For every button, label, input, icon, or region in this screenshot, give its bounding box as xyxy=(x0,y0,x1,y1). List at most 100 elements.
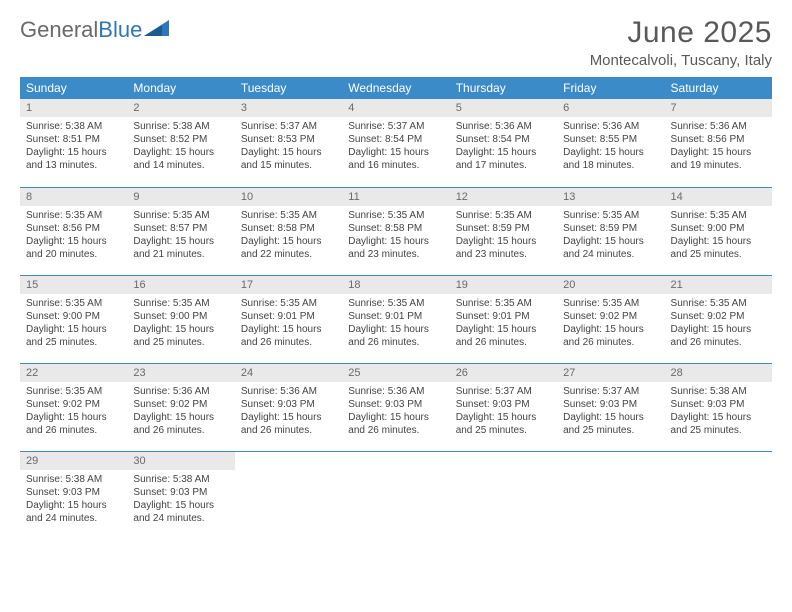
calendar-cell: 4Sunrise: 5:37 AMSunset: 8:54 PMDaylight… xyxy=(342,99,449,187)
calendar-week-row: 15Sunrise: 5:35 AMSunset: 9:00 PMDayligh… xyxy=(20,275,772,363)
day-number: 25 xyxy=(342,364,449,382)
day-number: 15 xyxy=(20,276,127,294)
sunrise-line: Sunrise: 5:38 AM xyxy=(671,385,766,398)
day-number: 13 xyxy=(557,188,664,206)
sunrise-line: Sunrise: 5:36 AM xyxy=(241,385,336,398)
calendar-cell: 2Sunrise: 5:38 AMSunset: 8:52 PMDaylight… xyxy=(127,99,234,187)
day-details: Sunrise: 5:35 AMSunset: 9:02 PMDaylight:… xyxy=(665,294,772,353)
sunset-line: Sunset: 9:03 PM xyxy=(26,486,121,499)
daylight-line: Daylight: 15 hours and 25 minutes. xyxy=(671,411,766,437)
day-number: 20 xyxy=(557,276,664,294)
day-number: 12 xyxy=(450,188,557,206)
sunset-line: Sunset: 8:55 PM xyxy=(563,133,658,146)
calendar-cell: 5Sunrise: 5:36 AMSunset: 8:54 PMDaylight… xyxy=(450,99,557,187)
day-number: 10 xyxy=(235,188,342,206)
day-details: Sunrise: 5:36 AMSunset: 8:54 PMDaylight:… xyxy=(450,117,557,176)
daylight-line: Daylight: 15 hours and 24 minutes. xyxy=(563,235,658,261)
title-block: June 2025 Montecalvoli, Tuscany, Italy xyxy=(590,16,772,69)
calendar-cell xyxy=(665,451,772,539)
weekday-header: Thursday xyxy=(450,77,557,99)
sunset-line: Sunset: 8:56 PM xyxy=(26,222,121,235)
day-details: Sunrise: 5:36 AMSunset: 8:56 PMDaylight:… xyxy=(665,117,772,176)
calendar-cell: 11Sunrise: 5:35 AMSunset: 8:58 PMDayligh… xyxy=(342,187,449,275)
brand-logo: GeneralBlue xyxy=(20,16,170,43)
calendar-cell: 21Sunrise: 5:35 AMSunset: 9:02 PMDayligh… xyxy=(665,275,772,363)
sunrise-line: Sunrise: 5:35 AM xyxy=(26,385,121,398)
day-details: Sunrise: 5:35 AMSunset: 9:01 PMDaylight:… xyxy=(235,294,342,353)
daylight-line: Daylight: 15 hours and 23 minutes. xyxy=(348,235,443,261)
day-details: Sunrise: 5:35 AMSunset: 8:58 PMDaylight:… xyxy=(342,206,449,265)
daylight-line: Daylight: 15 hours and 18 minutes. xyxy=(563,146,658,172)
sunrise-line: Sunrise: 5:36 AM xyxy=(671,120,766,133)
day-number: 1 xyxy=(20,99,127,117)
sunset-line: Sunset: 9:00 PM xyxy=(133,310,228,323)
daylight-line: Daylight: 15 hours and 21 minutes. xyxy=(133,235,228,261)
day-number: 24 xyxy=(235,364,342,382)
calendar-cell: 13Sunrise: 5:35 AMSunset: 8:59 PMDayligh… xyxy=(557,187,664,275)
sunrise-line: Sunrise: 5:38 AM xyxy=(133,473,228,486)
day-number: 9 xyxy=(127,188,234,206)
sunset-line: Sunset: 9:02 PM xyxy=(671,310,766,323)
day-number: 21 xyxy=(665,276,772,294)
day-details: Sunrise: 5:35 AMSunset: 9:01 PMDaylight:… xyxy=(342,294,449,353)
sunset-line: Sunset: 9:03 PM xyxy=(348,398,443,411)
day-number: 30 xyxy=(127,452,234,470)
sunrise-line: Sunrise: 5:35 AM xyxy=(456,209,551,222)
calendar-cell xyxy=(450,451,557,539)
sunset-line: Sunset: 9:03 PM xyxy=(241,398,336,411)
daylight-line: Daylight: 15 hours and 25 minutes. xyxy=(456,411,551,437)
sunset-line: Sunset: 9:02 PM xyxy=(26,398,121,411)
daylight-line: Daylight: 15 hours and 26 minutes. xyxy=(241,411,336,437)
calendar-cell: 15Sunrise: 5:35 AMSunset: 9:00 PMDayligh… xyxy=(20,275,127,363)
calendar-cell: 1Sunrise: 5:38 AMSunset: 8:51 PMDaylight… xyxy=(20,99,127,187)
sunset-line: Sunset: 9:03 PM xyxy=(456,398,551,411)
sunrise-line: Sunrise: 5:35 AM xyxy=(456,297,551,310)
calendar-cell: 7Sunrise: 5:36 AMSunset: 8:56 PMDaylight… xyxy=(665,99,772,187)
day-number: 3 xyxy=(235,99,342,117)
calendar-cell: 14Sunrise: 5:35 AMSunset: 9:00 PMDayligh… xyxy=(665,187,772,275)
day-details: Sunrise: 5:38 AMSunset: 9:03 PMDaylight:… xyxy=(127,470,234,529)
weekday-header: Tuesday xyxy=(235,77,342,99)
calendar-cell: 19Sunrise: 5:35 AMSunset: 9:01 PMDayligh… xyxy=(450,275,557,363)
sunrise-line: Sunrise: 5:38 AM xyxy=(26,473,121,486)
day-details: Sunrise: 5:35 AMSunset: 9:00 PMDaylight:… xyxy=(127,294,234,353)
daylight-line: Daylight: 15 hours and 22 minutes. xyxy=(241,235,336,261)
sunset-line: Sunset: 8:58 PM xyxy=(241,222,336,235)
calendar-cell: 29Sunrise: 5:38 AMSunset: 9:03 PMDayligh… xyxy=(20,451,127,539)
sunrise-line: Sunrise: 5:35 AM xyxy=(241,297,336,310)
day-number: 5 xyxy=(450,99,557,117)
sunrise-line: Sunrise: 5:37 AM xyxy=(241,120,336,133)
calendar-cell: 30Sunrise: 5:38 AMSunset: 9:03 PMDayligh… xyxy=(127,451,234,539)
day-details: Sunrise: 5:35 AMSunset: 8:57 PMDaylight:… xyxy=(127,206,234,265)
daylight-line: Daylight: 15 hours and 15 minutes. xyxy=(241,146,336,172)
day-number: 26 xyxy=(450,364,557,382)
sunrise-line: Sunrise: 5:35 AM xyxy=(671,209,766,222)
sunrise-line: Sunrise: 5:35 AM xyxy=(348,209,443,222)
calendar-table: Sunday Monday Tuesday Wednesday Thursday… xyxy=(20,77,772,539)
day-number: 2 xyxy=(127,99,234,117)
calendar-cell xyxy=(342,451,449,539)
sunrise-line: Sunrise: 5:35 AM xyxy=(671,297,766,310)
weekday-header: Monday xyxy=(127,77,234,99)
weekday-header: Sunday xyxy=(20,77,127,99)
day-number: 17 xyxy=(235,276,342,294)
sunset-line: Sunset: 9:03 PM xyxy=(671,398,766,411)
daylight-line: Daylight: 15 hours and 26 minutes. xyxy=(133,411,228,437)
sunset-line: Sunset: 9:01 PM xyxy=(348,310,443,323)
calendar-cell xyxy=(235,451,342,539)
daylight-line: Daylight: 15 hours and 26 minutes. xyxy=(671,323,766,349)
calendar-cell: 12Sunrise: 5:35 AMSunset: 8:59 PMDayligh… xyxy=(450,187,557,275)
daylight-line: Daylight: 15 hours and 13 minutes. xyxy=(26,146,121,172)
sunset-line: Sunset: 9:00 PM xyxy=(671,222,766,235)
sunset-line: Sunset: 8:52 PM xyxy=(133,133,228,146)
daylight-line: Daylight: 15 hours and 26 minutes. xyxy=(563,323,658,349)
sunrise-line: Sunrise: 5:35 AM xyxy=(563,297,658,310)
daylight-line: Daylight: 15 hours and 26 minutes. xyxy=(348,411,443,437)
day-details: Sunrise: 5:37 AMSunset: 8:53 PMDaylight:… xyxy=(235,117,342,176)
location-text: Montecalvoli, Tuscany, Italy xyxy=(590,52,772,69)
flag-icon xyxy=(142,16,170,43)
calendar-cell: 23Sunrise: 5:36 AMSunset: 9:02 PMDayligh… xyxy=(127,363,234,451)
day-details: Sunrise: 5:37 AMSunset: 9:03 PMDaylight:… xyxy=(557,382,664,441)
sunrise-line: Sunrise: 5:36 AM xyxy=(563,120,658,133)
day-details: Sunrise: 5:35 AMSunset: 8:58 PMDaylight:… xyxy=(235,206,342,265)
